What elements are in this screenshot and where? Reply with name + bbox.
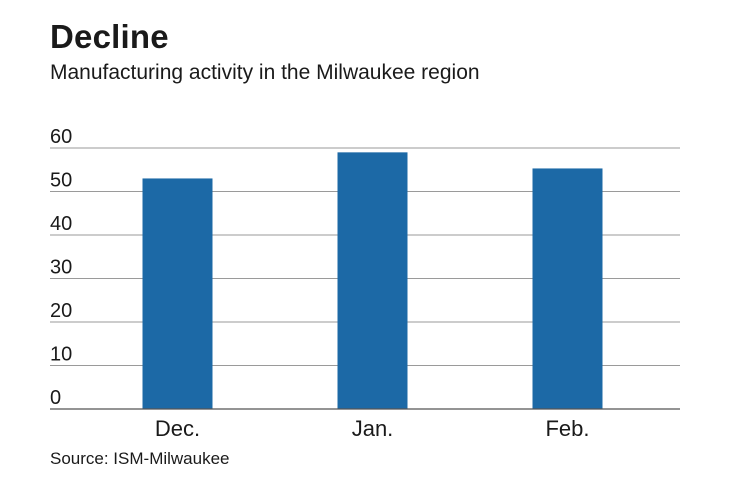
chart-subtitle: Manufacturing activity in the Milwaukee … xyxy=(50,61,480,84)
bar-feb xyxy=(532,168,603,409)
x-tick-label-feb: Feb. xyxy=(545,416,589,441)
y-tick-label-10: 10 xyxy=(50,344,72,366)
y-tick-label-20: 20 xyxy=(50,300,72,322)
x-tick-label-dec: Dec. xyxy=(155,416,200,441)
y-tick-label-60: 60 xyxy=(50,126,72,148)
chart-title: Decline xyxy=(50,18,169,55)
y-tick-label-40: 40 xyxy=(50,213,72,235)
source-note: Source: ISM-Milwaukee xyxy=(50,449,230,468)
x-tick-label-jan: Jan. xyxy=(352,416,394,441)
y-tick-label-50: 50 xyxy=(50,170,72,192)
bars xyxy=(142,152,603,409)
x-axis-labels: Dec. Jan. Feb. xyxy=(155,416,590,441)
y-axis-ticks: 0 10 20 30 40 50 60 xyxy=(50,126,72,409)
y-tick-label-0: 0 xyxy=(50,387,61,409)
y-tick-label-30: 30 xyxy=(50,257,72,279)
bar-jan xyxy=(337,152,408,409)
bar-dec xyxy=(142,178,213,409)
